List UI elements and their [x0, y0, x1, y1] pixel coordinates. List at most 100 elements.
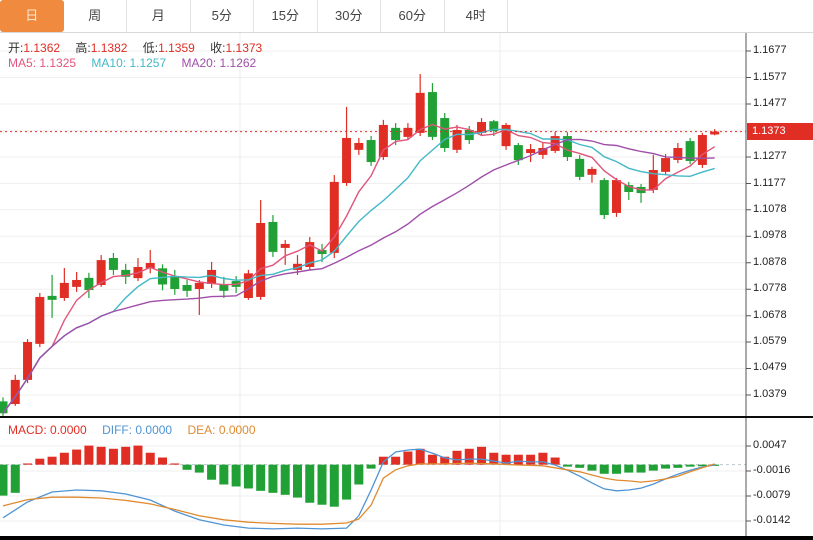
time-axis-bar	[0, 536, 813, 540]
candle-body	[415, 92, 425, 133]
candle-body	[599, 180, 609, 216]
ma20-label: MA20:	[181, 56, 217, 70]
macd-axis-label: 0.0047	[753, 439, 787, 451]
candle-body	[96, 260, 106, 286]
macd-hist-bar	[292, 464, 302, 498]
macd-hist-bar	[158, 457, 168, 465]
macd-hist-bar	[329, 464, 339, 507]
tab-周[interactable]: 周	[63, 0, 127, 32]
price-axis-label: 1.0978	[753, 229, 787, 242]
candle-body	[317, 250, 327, 255]
candle-body	[121, 269, 131, 277]
candle-body	[35, 296, 45, 344]
candle-body	[366, 140, 376, 163]
macd-hist-bar	[170, 463, 180, 465]
tab-5分[interactable]: 5分	[190, 0, 254, 32]
macd-hist-bar	[575, 464, 585, 468]
price-chart-canvas[interactable]	[0, 33, 814, 417]
ohlc-readout: 开:1.1362 高:1.1382 低:1.1359 收:1.1373	[8, 39, 274, 56]
macd-hist-bar	[513, 454, 523, 465]
macd-hist-bar	[489, 452, 499, 465]
macd-hist-bar	[391, 456, 401, 465]
open-label: 开:	[8, 41, 24, 55]
ma5-value: 1.1325	[39, 56, 77, 70]
macd-hist-bar	[268, 464, 278, 493]
candle-body	[575, 158, 585, 177]
macd-hist-bar	[256, 464, 266, 491]
close-value: 1.1373	[225, 41, 263, 55]
candle-body	[329, 181, 339, 253]
macd-hist-bar	[0, 464, 8, 496]
candle-body	[685, 141, 695, 161]
candle-body	[624, 185, 634, 192]
tab-日[interactable]: 日	[0, 0, 64, 32]
macd-hist-bar	[243, 464, 253, 489]
macd-label: MACD:	[8, 423, 47, 437]
tab-4时[interactable]: 4时	[444, 0, 508, 32]
macd-hist-bar	[526, 454, 536, 465]
price-axis-label: 1.1277	[753, 150, 787, 162]
ma-line	[2, 138, 715, 414]
candle-body	[354, 142, 364, 150]
candle-body	[477, 122, 487, 133]
macd-readout: MACD: 0.0000 DIFF: 0.0000 DEA: 0.0000	[8, 423, 268, 437]
tab-月[interactable]: 月	[127, 0, 191, 32]
candle-body	[305, 242, 315, 267]
candle-body	[268, 221, 278, 252]
candle-body	[0, 401, 8, 414]
dea-label: DEA:	[187, 423, 216, 437]
candle-body	[612, 180, 621, 213]
candle-body	[538, 147, 548, 155]
high-value: 1.1382	[90, 41, 128, 55]
tab-60分[interactable]: 60分	[381, 0, 445, 32]
ma10-value: 1.1257	[129, 56, 167, 70]
macd-hist-bar	[673, 464, 683, 468]
low-label: 低:	[142, 41, 159, 55]
candle-body	[219, 283, 229, 291]
candle-body	[489, 121, 499, 132]
macd-hist-bar	[10, 464, 20, 493]
macd-hist-bar	[648, 464, 658, 471]
macd-hist-bar	[599, 464, 609, 474]
candle-body	[292, 263, 302, 270]
macd-hist-bar	[35, 458, 45, 465]
candle-body	[256, 223, 266, 297]
macd-hist-bar	[452, 450, 462, 465]
macd-hist-bar	[317, 464, 327, 505]
candle-body	[697, 135, 707, 165]
candle-body	[145, 263, 155, 269]
macd-hist-bar	[636, 464, 646, 473]
panel-separator	[0, 416, 813, 418]
ma-line	[2, 128, 715, 414]
timeframe-tab-bar: 日周月 5分 15分 30分 60分 4时	[0, 0, 813, 33]
macd-hist-bar	[342, 464, 352, 500]
ma5-label: MA5:	[8, 56, 37, 70]
macd-hist-bar	[231, 464, 241, 487]
diff-label: DIFF:	[102, 423, 133, 437]
candle-body	[440, 118, 450, 148]
macd-hist-bar	[145, 452, 155, 465]
macd-hist-bar	[108, 448, 118, 465]
price-axis-label: 1.1177	[753, 176, 786, 189]
macd-hist-bar	[207, 464, 217, 480]
price-axis-label: 1.1078	[753, 202, 787, 215]
candle-body	[243, 273, 253, 299]
macd-hist-bar	[477, 446, 487, 465]
candle-body	[501, 124, 511, 147]
macd-hist-bar	[47, 456, 57, 465]
candle-body	[562, 136, 572, 158]
candle-body	[72, 279, 82, 287]
ma20-value: 1.1262	[219, 56, 257, 70]
tab-30分[interactable]: 30分	[317, 0, 381, 32]
macd-hist-bar	[538, 452, 548, 465]
diff-line	[2, 448, 715, 530]
candle-body	[342, 137, 352, 183]
tab-15分[interactable]: 15分	[254, 0, 318, 32]
candle-body	[661, 158, 671, 172]
price-axis-label: 1.1677	[753, 44, 787, 56]
candle-body	[587, 168, 597, 175]
macd-chart-canvas[interactable]	[0, 418, 814, 537]
candle-body	[710, 131, 720, 135]
price-axis-label: 1.0878	[753, 255, 787, 268]
